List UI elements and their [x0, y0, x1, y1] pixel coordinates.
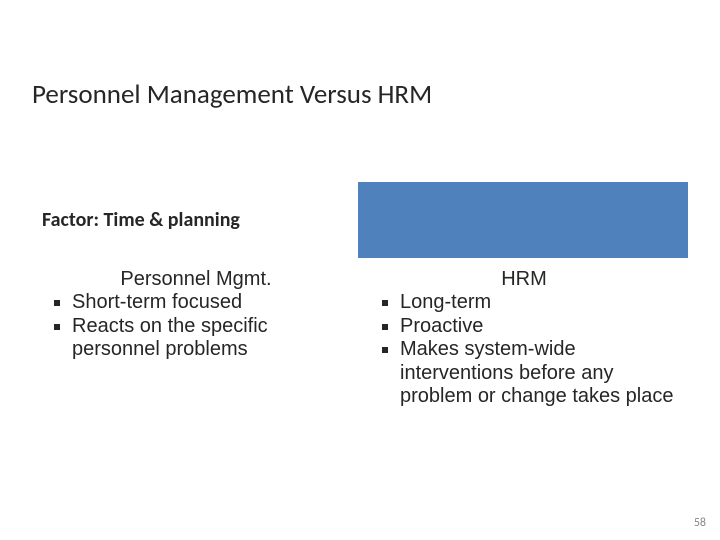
header-band: Factor: Time & planning	[32, 182, 688, 258]
slide: Personnel Management Versus HRM Factor: …	[0, 0, 720, 540]
bullet-list-left: Short-term focused Reacts on the specifi…	[42, 291, 350, 362]
bullet-list-right: Long-term Proactive Makes system-wide in…	[370, 291, 678, 409]
list-item: Makes system-wide interventions before a…	[376, 338, 678, 409]
column-personnel-mgmt: Personnel Mgmt. Short-term focused React…	[32, 258, 360, 419]
column-heading-left: Personnel Mgmt.	[42, 268, 350, 291]
content-area: Personnel Mgmt. Short-term focused React…	[32, 258, 688, 419]
list-item: Short-term focused	[48, 291, 350, 315]
factor-label: Factor: Time & planning	[42, 208, 240, 232]
column-hrm: HRM Long-term Proactive Makes system-wid…	[360, 258, 688, 419]
slide-title: Personnel Management Versus HRM	[32, 78, 432, 111]
page-number: 58	[694, 516, 706, 530]
list-item: Long-term	[376, 291, 678, 315]
list-item: Reacts on the specific personnel problem…	[48, 315, 350, 362]
header-band-left: Factor: Time & planning	[32, 182, 358, 258]
column-heading-right: HRM	[370, 268, 678, 291]
list-item: Proactive	[376, 315, 678, 339]
